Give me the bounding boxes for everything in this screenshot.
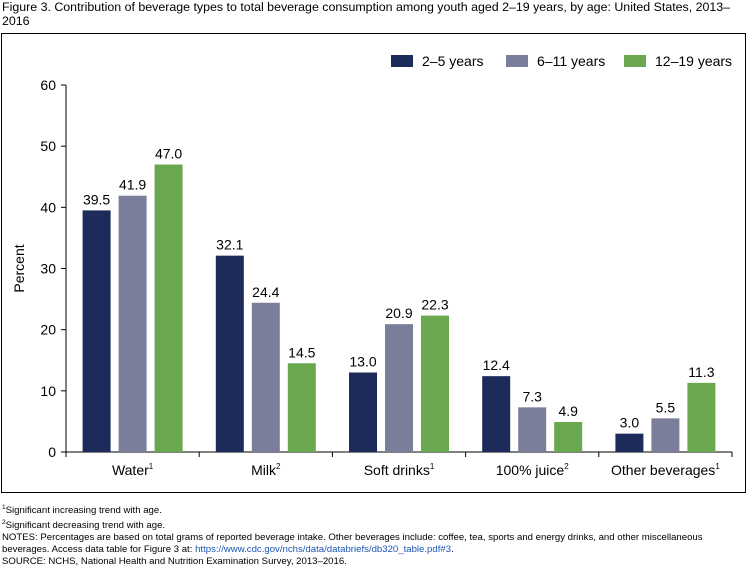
footnotes: 1Significant increasing trend with age. … [2, 502, 747, 568]
bar-soft-drinks-6-11-years [385, 324, 413, 452]
footnote-1-text: Significant increasing trend with age. [5, 505, 162, 517]
x-tick-label-100-juice: 100% juice2 [496, 462, 570, 478]
data-label-soft-drinks-12-19-years: 22.3 [421, 297, 448, 313]
data-label-soft-drinks-2-5-years: 13.0 [349, 353, 376, 369]
y-tick-label-30: 30 [40, 261, 56, 277]
chart-frame: 0 10 20 30 40 50 60 Percent 39.5 41.9 47.0 Water1 32… [1, 33, 746, 493]
y-tick-label-10: 10 [40, 383, 56, 399]
bar-other-beverages-12-19-years [687, 382, 716, 452]
bar-100-juice-12-19-years [554, 422, 583, 452]
y-tick-label-0: 0 [48, 444, 56, 460]
legend-swatch-12-19-years [624, 55, 646, 67]
legend-swatch-6-11-years [506, 55, 528, 67]
notes-text: NOTES: Percentages are based on total gr… [2, 532, 703, 556]
notes-end: . [451, 544, 454, 556]
data-label-other-beverages-12-19-years: 11.3 [688, 364, 714, 380]
data-table-link[interactable]: https://www.cdc.gov/nchs/data/databriefs… [195, 544, 452, 556]
y-tick-label-60: 60 [40, 77, 56, 93]
data-label-water-12-19-years: 47.0 [155, 146, 182, 162]
data-label-water-6-11-years: 41.9 [119, 177, 146, 193]
x-tick-label-water: Water1 [112, 462, 154, 478]
bar-water-6-11-years [118, 195, 147, 452]
bar-water-12-19-years [154, 164, 183, 452]
x-tick-label-milk: Milk2 [251, 462, 281, 478]
footnote-2: 2Significant decreasing trend with age. [2, 517, 747, 532]
data-label-100-juice-6-11-years: 7.3 [522, 388, 542, 404]
x-tick-label-soft-drinks: Soft drinks1 [364, 462, 435, 478]
legend-label-12-19-years: 12–19 years [655, 53, 732, 69]
footnote-2-text: Significant decreasing trend with age. [5, 520, 166, 532]
bar-chart: 0 10 20 30 40 50 60 Percent 39.5 41.9 47.0 Water1 32… [11, 53, 733, 478]
bar-100-juice-2-5-years [482, 376, 511, 452]
data-label-soft-drinks-6-11-years: 20.9 [385, 305, 412, 321]
x-tick-label-other-beverages: Other beverages1 [611, 462, 720, 478]
bar-other-beverages-6-11-years [651, 418, 680, 452]
bar-milk-2-5-years [215, 255, 244, 452]
data-label-milk-12-19-years: 14.5 [288, 344, 315, 360]
y-axis-title: Percent [11, 244, 27, 292]
bar-100-juice-6-11-years [518, 407, 547, 452]
legend-swatch-2-5-years [391, 55, 413, 67]
bar-other-beverages-2-5-years [615, 433, 644, 452]
legend-label-6-11-years: 6–11 years [537, 53, 605, 69]
data-label-other-beverages-2-5-years: 3.0 [620, 415, 640, 431]
footnote-1: 1Significant increasing trend with age. [2, 502, 747, 517]
data-label-water-2-5-years: 39.5 [83, 191, 110, 207]
chart-title: Figure 3. Contribution of beverage types… [2, 0, 731, 28]
data-label-100-juice-12-19-years: 4.9 [558, 403, 578, 419]
footnote-1-marker: 1 [2, 504, 6, 511]
source-line: SOURCE: NCHS, National Health and Nutrit… [2, 556, 347, 568]
footnote-2-marker: 2 [2, 519, 6, 527]
data-label-milk-6-11-years: 24.4 [252, 284, 279, 300]
data-label-milk-2-5-years: 32.1 [216, 237, 243, 253]
bar-water-2-5-years [82, 210, 111, 452]
bar-soft-drinks-2-5-years [349, 372, 377, 452]
data-label-other-beverages-6-11-years: 5.5 [656, 399, 676, 415]
y-tick-label-20: 20 [40, 322, 56, 338]
bar-soft-drinks-12-19-years [421, 315, 449, 452]
data-label-100-juice-2-5-years: 12.4 [483, 357, 510, 373]
legend-label-2-5-years: 2–5 years [422, 53, 483, 69]
y-tick-label-40: 40 [40, 199, 56, 215]
notes-paragraph: NOTES: Percentages are based on total gr… [2, 532, 747, 556]
bar-milk-12-19-years [287, 363, 316, 452]
y-tick-label-50: 50 [40, 138, 56, 154]
bar-milk-6-11-years [251, 302, 280, 452]
